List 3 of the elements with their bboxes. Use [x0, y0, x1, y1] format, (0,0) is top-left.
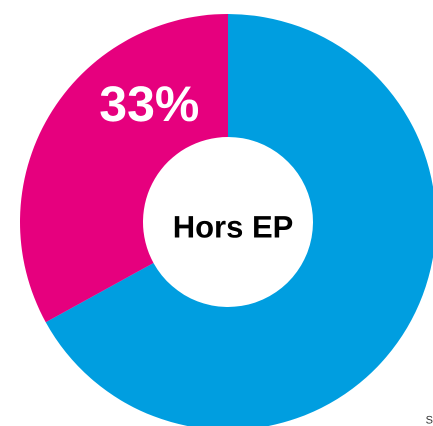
text: S	[426, 414, 433, 426]
data-label: 33%	[99, 76, 200, 132]
text: Hors EP	[172, 210, 294, 244]
